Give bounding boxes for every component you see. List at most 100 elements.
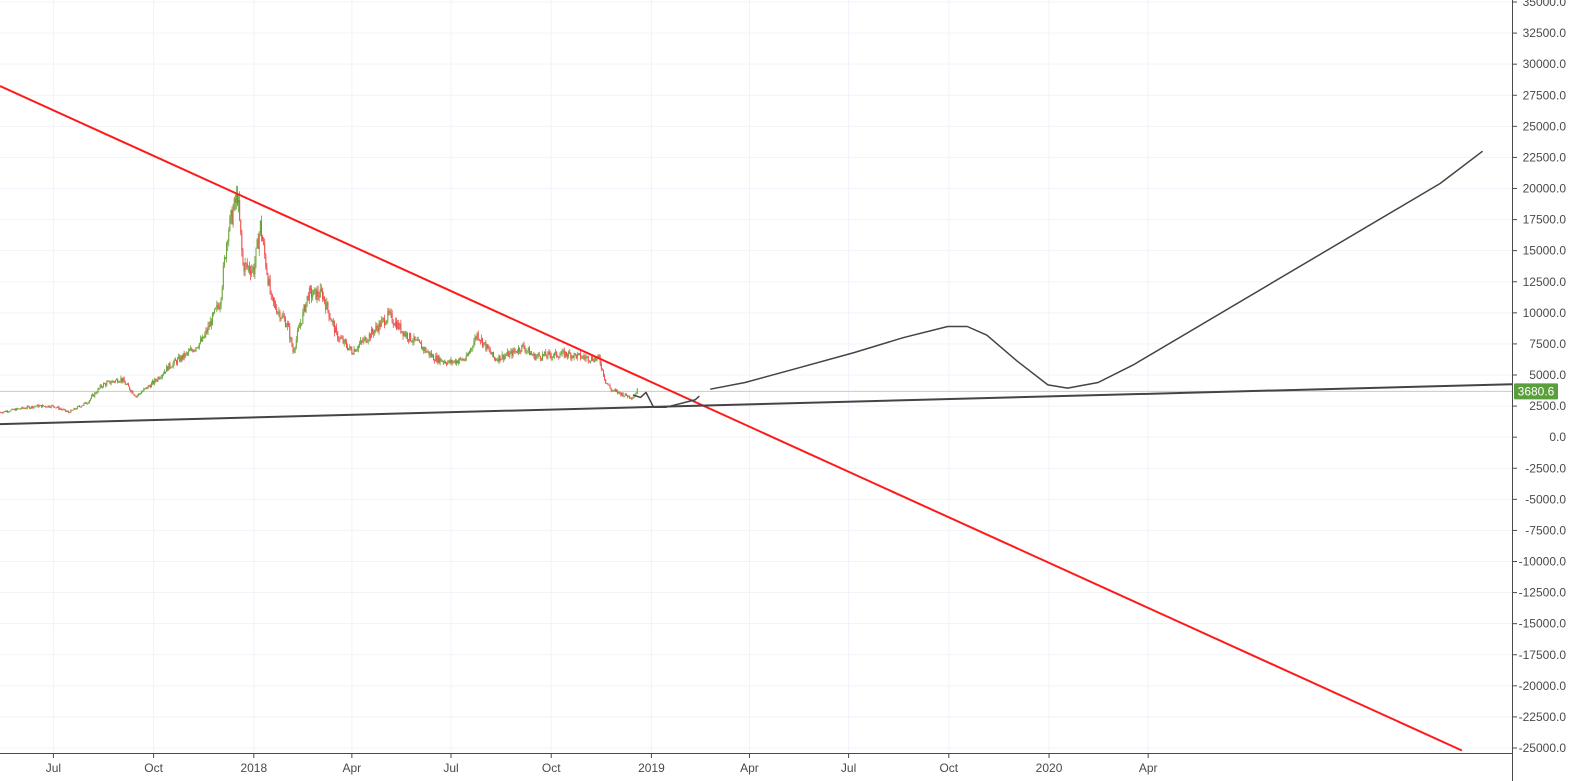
candle (600, 361, 602, 372)
candle (19, 408, 21, 410)
candle-body (366, 341, 368, 343)
candle-body (12, 408, 14, 410)
candle-body (202, 336, 204, 342)
candle-body (104, 383, 106, 385)
candle-body (73, 408, 75, 410)
candle (375, 321, 377, 333)
candle-body (68, 411, 70, 413)
candle-body (36, 404, 38, 407)
candle (201, 336, 203, 342)
candle-body (274, 301, 276, 304)
candle-body (635, 393, 637, 395)
candle (270, 290, 272, 300)
candle (179, 354, 181, 363)
candle (494, 356, 496, 361)
candle (565, 351, 567, 358)
candle (478, 338, 480, 342)
candle-body (193, 350, 195, 352)
candle (558, 356, 560, 360)
candle (497, 357, 499, 363)
candle-body (485, 342, 487, 350)
candle (367, 339, 369, 345)
candle (560, 350, 562, 356)
candle (618, 391, 620, 394)
trendline[interactable] (0, 85, 1463, 752)
candle (577, 352, 579, 356)
candle-body (337, 331, 339, 340)
candle (431, 353, 433, 358)
candle (131, 390, 133, 394)
candle (380, 316, 382, 328)
candle-body (589, 360, 591, 362)
candle (378, 319, 380, 336)
candle-body (364, 337, 366, 339)
candle (260, 215, 262, 242)
candle (218, 302, 220, 310)
candle (121, 377, 123, 384)
candle (503, 353, 505, 361)
candle (419, 341, 421, 344)
candle-body (15, 408, 17, 411)
candle (0, 411, 2, 414)
candle (118, 380, 120, 383)
candle-body (81, 405, 83, 408)
candle-body (201, 339, 203, 342)
candle-body (396, 321, 398, 329)
candle (303, 304, 305, 317)
candle-body (213, 312, 215, 314)
candle-body (122, 378, 124, 382)
candle-body (526, 350, 528, 352)
y-axis[interactable]: 35000.0 32500.0 30000.0 27500.0 25000.0 22500… (1512, 0, 1566, 781)
candle (580, 350, 582, 361)
candle (213, 311, 215, 317)
projection-path[interactable] (632, 391, 700, 409)
candle (272, 296, 274, 307)
candle-body (75, 408, 77, 410)
grid (0, 0, 1512, 753)
candle (311, 285, 313, 303)
candle-body (217, 304, 219, 307)
candle (561, 348, 563, 357)
candle (331, 319, 333, 326)
candle-body (473, 341, 475, 348)
y-tick-label: 30000.0 (1523, 57, 1567, 71)
candle-body (409, 333, 411, 341)
candle-body (192, 350, 194, 352)
candle (95, 392, 97, 394)
candle-body (434, 360, 436, 362)
candle (265, 253, 267, 270)
candle-body (610, 388, 612, 391)
candle-body (333, 322, 335, 333)
candle (296, 327, 298, 343)
candle-body (199, 339, 201, 344)
x-tick-label: Apr (343, 761, 362, 775)
candle (99, 384, 101, 389)
candle-body (536, 355, 538, 357)
candle-body (124, 382, 126, 385)
candle-body (338, 339, 340, 341)
candle (7, 409, 9, 413)
candle-body (279, 311, 281, 320)
candle-body (307, 295, 309, 301)
candle-body (64, 409, 66, 412)
candle (316, 286, 318, 304)
candle (555, 348, 557, 356)
candle-body (507, 351, 509, 356)
candle-body (203, 336, 205, 338)
candle (530, 351, 532, 356)
trendline[interactable] (0, 383, 1513, 426)
drawings[interactable] (0, 85, 1513, 752)
candle-body (480, 338, 482, 342)
candle (254, 255, 256, 280)
candle (140, 392, 142, 395)
projection-path[interactable] (710, 150, 1484, 390)
candle (524, 345, 526, 354)
candle-body (182, 353, 184, 360)
candle (135, 395, 137, 398)
candle (545, 348, 547, 357)
candle-body (582, 356, 584, 358)
candle-body (384, 318, 386, 325)
candle (18, 408, 20, 410)
x-axis[interactable]: Jul Oct 2018 Apr Jul Oct 2019 Apr Jul Oct 2020 Apr (0, 753, 1512, 775)
